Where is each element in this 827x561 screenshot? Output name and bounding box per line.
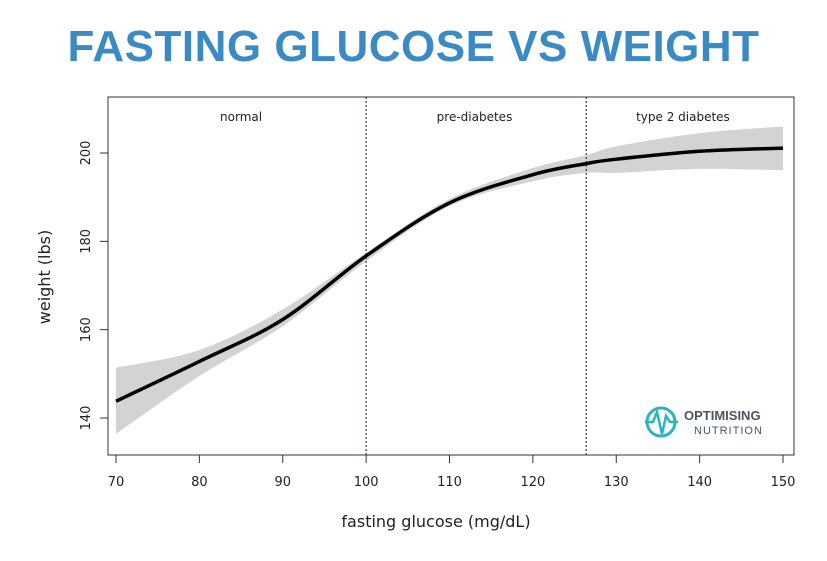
region-label: normal — [220, 110, 262, 124]
chart-title: FASTING GLUCOSE VS WEIGHT — [67, 22, 760, 71]
optimising-nutrition-logo: OPTIMISING NUTRITION — [645, 406, 763, 438]
x-tick-label: 80 — [191, 475, 208, 490]
y-axis-label: weight (lbs) — [35, 230, 54, 324]
logo-text-line1: OPTIMISING — [684, 408, 761, 423]
x-tick-label: 70 — [108, 475, 125, 490]
confidence-band — [116, 126, 783, 434]
logo-text-line2: NUTRITION — [694, 425, 763, 437]
x-tick-label: 90 — [274, 475, 291, 490]
logo-pulse-icon — [645, 406, 678, 438]
region-label: type 2 diabetes — [636, 110, 730, 124]
x-tick-label: 110 — [437, 475, 462, 490]
x-tick-label: 150 — [771, 475, 796, 490]
y-tick-label: 160 — [79, 317, 94, 342]
x-tick-label: 130 — [604, 475, 629, 490]
y-tick-label: 200 — [79, 141, 94, 166]
region-label: pre-diabetes — [437, 110, 513, 124]
x-axis-label: fasting glucose (mg/dL) — [341, 512, 530, 531]
x-tick-label: 120 — [520, 475, 545, 490]
plot-frame — [107, 96, 795, 456]
x-tick-label: 100 — [354, 475, 379, 490]
y-tick-label: 140 — [79, 406, 94, 431]
y-tick-label: 180 — [79, 229, 94, 254]
x-tick-label: 140 — [687, 475, 712, 490]
fit-line — [115, 146, 784, 403]
